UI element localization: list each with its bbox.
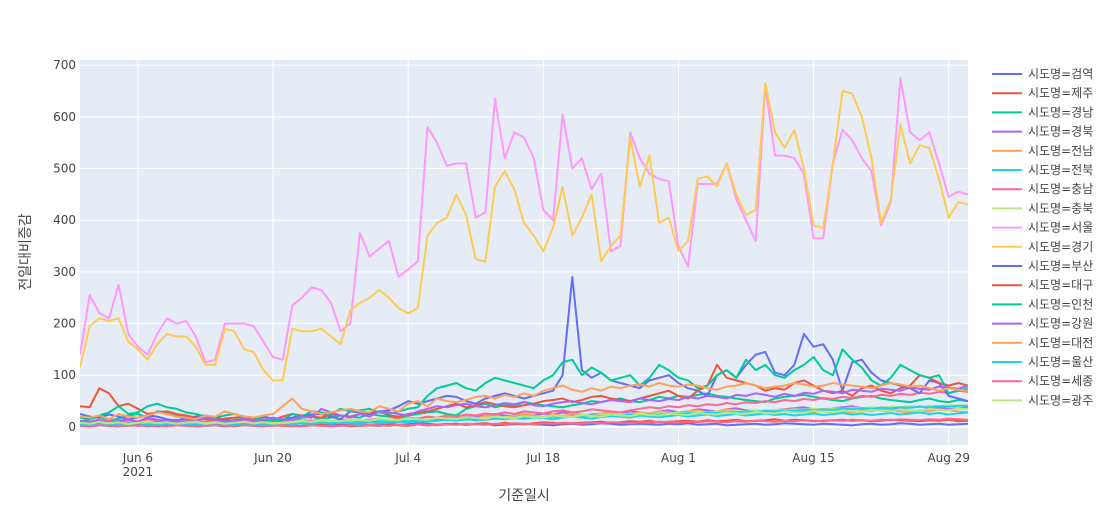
- x-tick-label: Jul 18: [526, 451, 561, 465]
- legend-item[interactable]: 시도명=전남: [992, 144, 1093, 158]
- y-gridlines: [80, 64, 968, 428]
- x-tick-label: Jun 6: [122, 451, 153, 465]
- legend-label: 시도명=경기: [1028, 240, 1093, 254]
- legend-label: 시도명=충북: [1028, 201, 1093, 215]
- legend-item[interactable]: 시도명=충남: [992, 182, 1093, 196]
- x-tick-label: Jul 4: [394, 451, 421, 465]
- legend-label: 시도명=경남: [1028, 105, 1093, 119]
- legend-label: 시도명=인천: [1028, 296, 1093, 311]
- y-tick-label: 700: [53, 58, 76, 72]
- y-tick-label: 400: [53, 213, 76, 227]
- series-line-17: [80, 407, 968, 426]
- legend-item[interactable]: 시도명=광주: [992, 393, 1093, 407]
- legend-label: 시도명=부산: [1028, 259, 1093, 273]
- legend-item[interactable]: 시도명=경기: [992, 240, 1093, 254]
- legend-item[interactable]: 시도명=서울: [992, 221, 1093, 235]
- legend-item[interactable]: 시도명=검역: [992, 67, 1093, 81]
- legend[interactable]: 시도명=검역시도명=제주시도명=경남시도명=경북시도명=전남시도명=전북시도명=…: [992, 67, 1093, 407]
- legend-label: 시도명=광주: [1028, 393, 1093, 407]
- legend-label: 시도명=강원: [1028, 317, 1093, 331]
- legend-label: 시도명=경북: [1028, 125, 1093, 139]
- legend-label: 시도명=세종: [1028, 374, 1093, 388]
- series-line-13: [80, 384, 968, 424]
- legend-item[interactable]: 시도명=제주: [992, 86, 1093, 100]
- y-tick-label: 500: [53, 162, 76, 176]
- legend-label: 시도명=서울: [1028, 221, 1093, 235]
- legend-label: 시도명=대구: [1028, 278, 1093, 292]
- x-tick-label: Aug 29: [927, 451, 970, 465]
- legend-item[interactable]: 시도명=대구: [992, 278, 1093, 292]
- series-line-12: [80, 348, 968, 423]
- legend-label: 시도명=울산: [1028, 355, 1093, 369]
- y-tick-label: 300: [53, 265, 76, 279]
- y-tick-label: 0: [68, 420, 76, 434]
- x-tick-label: Jun 20: [253, 451, 292, 465]
- legend-item[interactable]: 시도명=충북: [992, 201, 1093, 215]
- legend-label: 시도명=충남: [1028, 182, 1093, 196]
- plot-background: [80, 60, 968, 445]
- y-tick-label: 100: [53, 368, 76, 382]
- legend-label: 시도명=전남: [1028, 144, 1093, 158]
- legend-label: 시도명=제주: [1028, 86, 1093, 100]
- series-line-16: [80, 417, 968, 428]
- x-axis-title: 기준일시: [498, 488, 550, 504]
- y-axis-title: 전일대비증감: [18, 213, 34, 290]
- series-line-11: [80, 363, 968, 422]
- y-tick-label: 600: [53, 110, 76, 124]
- x-tick-label: Aug 1: [661, 451, 696, 465]
- series-line-14: [80, 382, 968, 421]
- legend-item[interactable]: 시도명=경남: [992, 105, 1093, 119]
- legend-item[interactable]: 시도명=인천: [992, 296, 1093, 311]
- legend-item[interactable]: 시도명=울산: [992, 355, 1093, 369]
- x-tick-sublabel: 2021: [123, 465, 154, 479]
- legend-item[interactable]: 시도명=경북: [992, 125, 1093, 139]
- legend-item[interactable]: 시도명=전북: [992, 163, 1093, 177]
- legend-item[interactable]: 시도명=세종: [992, 374, 1093, 388]
- y-tick-label: 200: [53, 317, 76, 331]
- x-gridlines: [137, 60, 950, 445]
- legend-item[interactable]: 시도명=강원: [992, 317, 1093, 331]
- plot-area: [80, 77, 968, 428]
- series-line-8: [80, 77, 968, 364]
- series-line-9: [80, 82, 968, 382]
- legend-label: 시도명=대전: [1028, 336, 1093, 350]
- legend-label: 시도명=검역: [1028, 67, 1093, 81]
- y-axis-ticks: 0 100 200 300 400 500 600 700: [53, 58, 76, 434]
- legend-label: 시도명=전북: [1028, 163, 1093, 177]
- series-line-10: [80, 276, 968, 422]
- legend-item[interactable]: 시도명=부산: [992, 259, 1093, 273]
- legend-item[interactable]: 시도명=대전: [992, 336, 1093, 350]
- x-tick-label: Aug 15: [792, 451, 835, 465]
